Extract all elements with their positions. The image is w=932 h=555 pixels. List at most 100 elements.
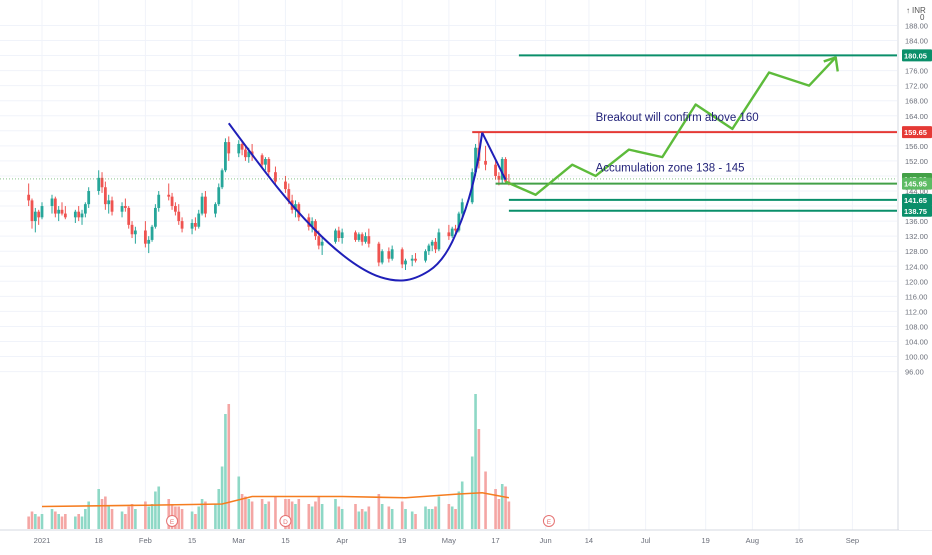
volume-bar: [380, 504, 384, 529]
volume-bar: [37, 516, 40, 529]
candle-body: [63, 213, 67, 218]
candle-body: [120, 206, 124, 212]
candle-body: [147, 239, 151, 244]
candle-body: [110, 200, 114, 212]
volume-bar: [477, 429, 481, 529]
volume-bar: [30, 511, 34, 529]
candle-body: [127, 207, 131, 225]
volume-bar: [147, 506, 151, 529]
y-tick-label: 184.00: [905, 37, 928, 46]
candle-body: [377, 243, 381, 263]
candle-body: [197, 213, 201, 227]
candle-body: [264, 159, 267, 165]
volume-bar: [80, 516, 84, 529]
candle-body: [414, 258, 417, 261]
volume-bar: [57, 514, 60, 529]
candle-body: [427, 245, 431, 252]
volume-bar: [247, 499, 251, 529]
candle-body: [37, 211, 41, 218]
candle-body: [364, 236, 367, 242]
volume-bar: [297, 499, 301, 529]
volume-bar: [287, 499, 291, 529]
x-tick-label: 17: [491, 536, 499, 545]
volume-bar: [240, 494, 244, 529]
candle-body: [247, 151, 251, 158]
volume-bar: [134, 509, 137, 529]
candle-body: [310, 221, 314, 227]
x-tick-label: 18: [95, 536, 103, 545]
candle-body: [314, 221, 317, 237]
volume-bar: [377, 494, 381, 529]
price-badge-label: 145.95: [904, 180, 927, 189]
candle-body: [53, 198, 57, 214]
candle-body: [380, 251, 384, 263]
candle-body: [320, 241, 324, 246]
candle-body: [387, 251, 391, 259]
annotations[interactable]: Breakout will confirm above 160 Accumulat…: [596, 112, 759, 174]
candle-body: [434, 241, 437, 250]
x-tick-label: Sep: [846, 536, 859, 545]
volume-bar: [410, 511, 414, 529]
x-axis-panel[interactable]: [0, 531, 932, 550]
volume-bar: [157, 486, 161, 529]
candle-body: [317, 236, 321, 246]
level-lines[interactable]: [0, 54, 897, 212]
candle-body: [174, 206, 177, 212]
volume-bar: [414, 514, 417, 529]
candle-body: [500, 159, 504, 180]
price-badge-label: 180.05: [904, 51, 927, 60]
candle-body: [200, 196, 204, 214]
x-tick-label: 19: [701, 536, 709, 545]
event-marker-icon: [279, 515, 292, 527]
drawings[interactable]: [227, 56, 839, 282]
volume-bar: [400, 501, 404, 529]
volume-bar: [364, 511, 367, 529]
price-badge-label: 141.65: [904, 196, 927, 205]
candle-body: [460, 202, 464, 214]
candle-body: [204, 196, 207, 214]
y-tick-label: 164.00: [905, 112, 928, 121]
volume-bar: [310, 506, 314, 529]
volume-bar: [430, 509, 434, 529]
volume-bar: [27, 516, 30, 529]
candle-body: [244, 149, 247, 158]
candle-body: [424, 251, 427, 261]
y-tick-label: 144.00: [905, 187, 928, 196]
volume-bar: [194, 514, 197, 529]
x-tick-label: Feb: [139, 536, 152, 545]
candle-body: [450, 228, 454, 237]
price-badge: [902, 177, 932, 190]
volume-bar: [190, 511, 194, 529]
candle-body: [340, 232, 344, 239]
candle-body: [367, 236, 371, 244]
volume-bar: [457, 491, 461, 529]
volume-bar: [454, 509, 457, 529]
x-axis-ticks: 2021 18 Feb 15 Mar 15 Apr 19 May 17 Jun 14 Jul 19 Aug 1…: [34, 536, 859, 545]
y-tick-label: 168.00: [905, 97, 928, 106]
candle-body: [214, 204, 217, 214]
candle-body: [287, 189, 291, 201]
candle-body: [430, 241, 434, 246]
projection-path: [505, 56, 837, 196]
event-marker-icon: [542, 515, 555, 527]
candle-body: [73, 211, 77, 218]
volume-bar: [34, 514, 37, 529]
candle-body: [150, 226, 154, 240]
candle-body: [103, 187, 107, 205]
y-axis-panel[interactable]: [899, 0, 932, 530]
candle-body: [504, 159, 507, 182]
x-tick-label: Jul: [641, 536, 651, 545]
candle-body: [217, 187, 221, 205]
event-marker-label: E: [170, 519, 175, 526]
candle-body: [180, 221, 184, 229]
x-tick-label: 14: [585, 536, 593, 545]
y-tick-label: 112.00: [905, 307, 927, 316]
volume-bar: [120, 511, 124, 529]
candle-body: [360, 234, 364, 242]
volume-bar: [224, 414, 227, 529]
candle-body: [130, 224, 134, 235]
